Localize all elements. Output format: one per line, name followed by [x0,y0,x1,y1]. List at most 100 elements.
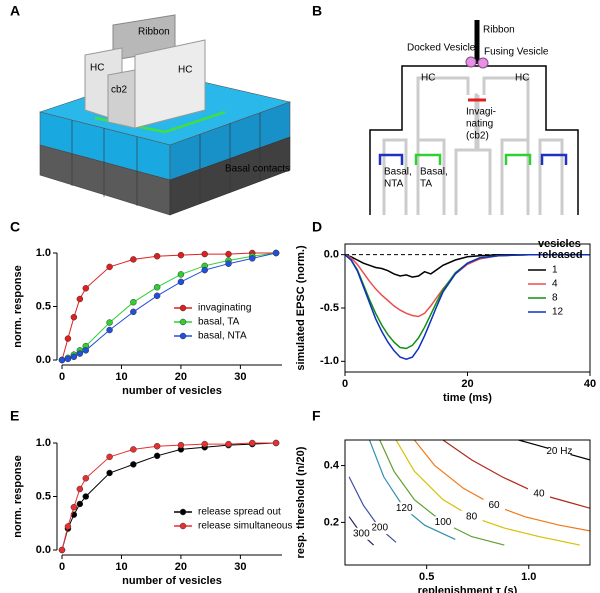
contour-label: 80 [466,511,478,522]
x-axis-label: time (ms) [443,392,492,404]
label: HC [421,73,435,84]
label: Ribbon [483,25,515,36]
contour-label-bg [527,487,550,500]
data-point [153,442,161,450]
data-point [76,485,84,493]
label: Invagi- [466,107,496,118]
block-edges [71,113,261,206]
data-point [225,440,232,448]
data-point [106,263,113,271]
label: Basal, [420,167,448,178]
basal-ta-site [504,153,532,165]
legend-label: basal, TA [198,317,240,328]
data-point [272,249,280,257]
x-tick-label: 0.5 [419,571,434,583]
label: TA [420,179,432,190]
x-tick-label: 20 [175,371,187,383]
data-point [82,347,90,354]
data-point [177,441,185,449]
data-point [153,452,161,460]
contour-label-bg [548,445,571,458]
legend-marker [179,304,187,312]
data-point [177,271,185,278]
data-point [106,319,113,326]
legend-label: release simultaneous [198,521,293,532]
data-point [130,461,137,468]
data-point [70,503,78,511]
label: Docked Vesicle [407,43,476,54]
contour-label-bg [460,510,483,523]
data-point [201,440,208,448]
y-tick-label: 0.0 [324,249,339,261]
label: Basal contacts [225,164,290,175]
legend-label: basal, NTA [198,331,247,342]
legend-label: 1 [552,265,558,276]
label: (cb2) [466,131,489,142]
contour-line [348,476,397,543]
x-tick-label: 20 [461,378,473,390]
data-point [106,453,113,461]
hc-outline [382,76,564,215]
legend-label: 12 [552,307,564,318]
data-point [249,439,256,447]
data-point [249,255,256,262]
label: HC [90,63,104,74]
data-point [58,356,66,364]
y-axis-label: norm. response [12,265,24,348]
contour-label: 300 [353,528,370,539]
x-axis-label: number of vesicles [122,575,222,587]
y-tick-label: 1.0 [36,437,51,449]
data-point [130,446,137,453]
legend-label: 4 [552,279,558,290]
y-axis-label: resp. threshold (n/20) [295,446,307,558]
diagram-a: Ribbon HC cb2 HC Basal contacts [38,14,292,216]
contour-label-bg [432,516,454,529]
x-tick-label: 0 [59,561,65,573]
data-point [177,251,185,259]
data-point [153,252,161,260]
data-point [225,250,232,258]
data-point [225,260,232,267]
label: HC [178,65,192,76]
contour-label: 40 [533,489,545,500]
series-line [61,442,277,551]
y-tick-label: 0.0 [36,544,51,556]
data-point [153,283,161,291]
legend-marker [179,522,187,530]
contour-label: 20 Hz [546,446,572,457]
y-tick-label: 0.2 [324,516,339,528]
hc-right-shape [134,39,206,129]
legend-title: released [538,249,583,261]
contour-label: 120 [396,503,413,514]
y-tick-label: -1.0 [320,355,339,367]
legend-marker [179,332,187,340]
legend-marker [179,508,187,516]
y-tick-label: 1.0 [36,247,51,259]
x-tick-label: 30 [234,561,246,573]
y-tick-label: 0.5 [36,300,51,312]
docked-vesicle [465,56,477,68]
x-tick-label: 0 [59,371,65,383]
x-tick-label: 0 [342,378,348,390]
x-axis-label: number of vesicles [122,385,222,397]
contour-label-bg [393,502,416,515]
data-point [70,353,78,361]
x-tick-label: 10 [115,371,127,383]
series-line [344,253,590,278]
data-point [130,256,137,263]
data-point [58,546,66,554]
contour-line [379,440,505,546]
data-point [106,326,113,334]
data-point [64,523,72,530]
data-point [82,493,90,500]
label: nating [466,119,493,130]
label: cb2 [111,85,128,96]
x-tick-label: 40 [584,378,596,390]
fusing-vesicle [477,57,489,69]
data-point [177,278,185,286]
legend-label: 8 [552,293,558,304]
data-point [76,350,84,357]
legend-label: release spread out [198,507,281,518]
data-point [130,308,137,316]
